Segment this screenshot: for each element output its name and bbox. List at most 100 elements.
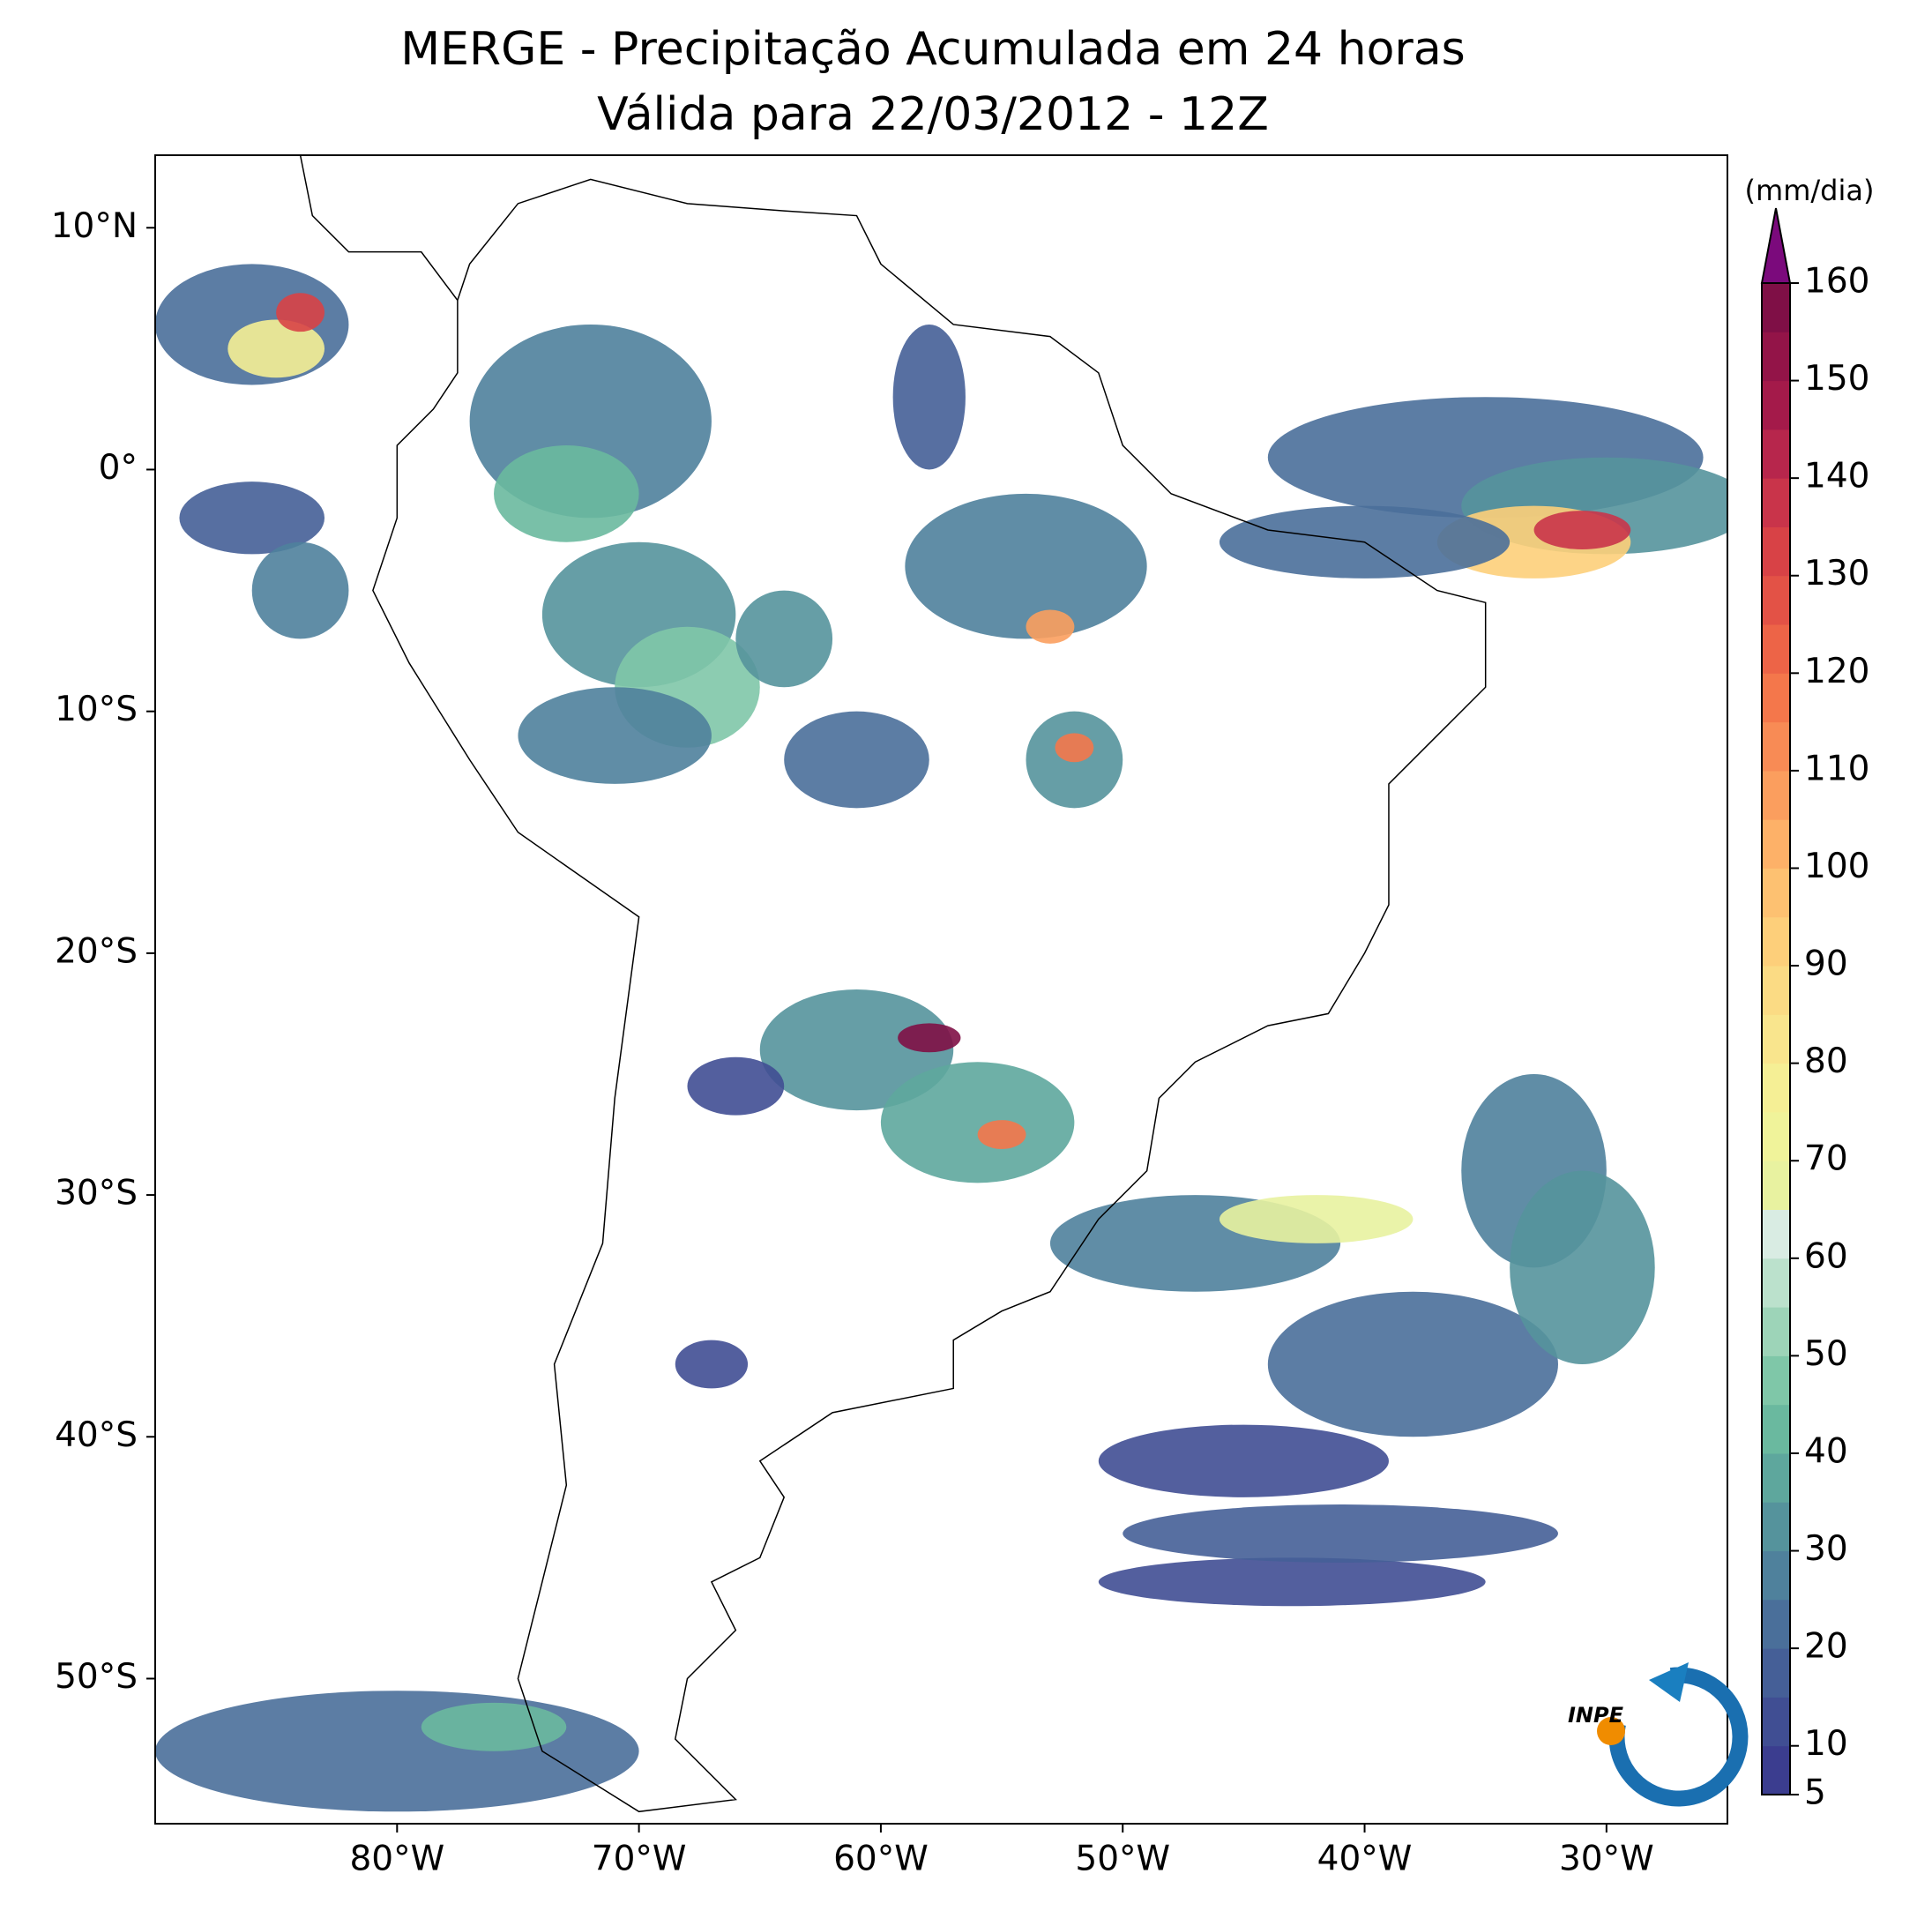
colorbar-extension [1760, 207, 1792, 284]
colorbar-segment [1762, 1452, 1790, 1503]
colorbar-tick-label: 110 [1804, 749, 1869, 788]
colorbar-tick-label: 120 [1804, 652, 1869, 691]
y-tick-label: 30°S [55, 1174, 138, 1213]
logo-arrow [1649, 1662, 1689, 1702]
precipitation-area [1510, 1170, 1655, 1365]
precipitation-area [494, 445, 639, 542]
precipitation-area [1098, 1557, 1486, 1607]
colorbar-tick-label: 10 [1804, 1724, 1848, 1764]
colorbar-segment [1762, 721, 1790, 772]
colorbar-tick-label: 90 [1804, 944, 1848, 984]
colorbar-segment [1762, 624, 1790, 674]
y-tick-label: 10°S [55, 690, 138, 729]
colorbar-segment [1762, 868, 1790, 918]
colorbar-segment [1762, 1209, 1790, 1259]
x-tick-label: 50°W [1075, 1840, 1170, 1879]
x-tick-label: 80°W [349, 1840, 444, 1879]
colorbar-tick-label: 80 [1804, 1041, 1848, 1081]
colorbar-tick-label: 140 [1804, 457, 1869, 496]
colorbar-segment [1762, 770, 1790, 820]
precipitation-area [898, 1023, 961, 1053]
x-tick-label: 70°W [592, 1840, 687, 1879]
logo-arc [1608, 1667, 1749, 1807]
colorbar-segment [1762, 1502, 1790, 1552]
coastline [299, 155, 1487, 1813]
colorbar-segment [1762, 1745, 1790, 1795]
colorbar-tick-label: 70 [1804, 1139, 1848, 1179]
colorbar-segment [1762, 1307, 1790, 1356]
colorbar-tick-label: 150 [1804, 359, 1869, 399]
precipitation-area [251, 541, 349, 639]
logo-text: INPE [1568, 1703, 1624, 1728]
precipitation-area [179, 481, 325, 555]
precipitation-area [1267, 1291, 1558, 1437]
precipitation-area [1098, 1424, 1389, 1497]
colorbar-tick-label: 30 [1804, 1529, 1848, 1569]
colorbar-frame [1761, 282, 1791, 1795]
x-tick-label: 30°W [1559, 1840, 1654, 1879]
colorbar-segment [1762, 1697, 1790, 1747]
y-tick-label: 40°S [55, 1415, 138, 1455]
colorbar-tick-label: 60 [1804, 1236, 1848, 1276]
colorbar-segment [1762, 1355, 1790, 1406]
precipitation-area [905, 493, 1147, 639]
precipitation-area [759, 989, 954, 1111]
colorbar-segment [1762, 1550, 1790, 1601]
colorbar-segment [1762, 526, 1790, 577]
title-line-2: Válida para 22/03/2012 - 12Z [597, 88, 1269, 141]
precipitation-area [675, 1340, 749, 1389]
x-tick-label: 60°W [833, 1840, 929, 1879]
map-area [155, 155, 1727, 1813]
precipitation-area [276, 293, 325, 332]
map-frame [154, 154, 1728, 1825]
y-tick-label: 50°S [55, 1657, 138, 1697]
colorbar-segment [1762, 819, 1790, 869]
precipitation-area [1533, 511, 1631, 549]
precipitation-area [687, 1056, 785, 1116]
colorbar-tick-label: 50 [1804, 1334, 1848, 1374]
colorbar-tick-label: 20 [1804, 1627, 1848, 1667]
title-line-1: MERGE - Precipitação Acumulada em 24 hor… [400, 23, 1466, 76]
colorbar-segment [1762, 429, 1790, 479]
colorbar-tick-label: 130 [1804, 554, 1869, 593]
colorbar-segment [1762, 478, 1790, 527]
colorbar-segment [1762, 1404, 1790, 1454]
colorbar-segment [1762, 1599, 1790, 1649]
precipitation-area [1219, 1195, 1414, 1243]
colorbar-segment [1762, 283, 1790, 332]
y-tick-label: 0° [99, 448, 138, 488]
colorbar-segment [1762, 1014, 1790, 1064]
precipitation-area [155, 1691, 639, 1812]
colorbar-segment [1762, 966, 1790, 1015]
precipitation-area [228, 319, 325, 378]
colorbar-segment [1762, 1161, 1790, 1211]
logo: INPE [1568, 1662, 1749, 1807]
colorbar-segment [1762, 1258, 1790, 1308]
colorbar-label: (mm/dia) [1745, 174, 1875, 207]
precipitation-area [1055, 733, 1094, 763]
colorbar-segment [1762, 916, 1790, 967]
colorbar-segment [1762, 1111, 1790, 1161]
precipitation-area [421, 1702, 567, 1751]
precipitation-area [880, 1062, 1075, 1183]
colorbar-tick-label: 100 [1804, 847, 1869, 886]
colorbar-segment [1762, 1648, 1790, 1698]
colorbar-tick-label: 5 [1804, 1773, 1826, 1813]
colorbar-segment [1762, 673, 1790, 723]
logo-dot [1597, 1717, 1625, 1745]
colorbar-segment [1762, 332, 1790, 382]
colorbar-tick-label: 40 [1804, 1431, 1848, 1471]
precipitation-area [784, 711, 929, 809]
precipitation-area [735, 590, 833, 688]
colorbar-segment [1762, 575, 1790, 625]
precipitation-area [1123, 1504, 1558, 1563]
precipitation-area [892, 324, 966, 470]
colorbar-segment [1762, 1063, 1790, 1113]
precipitation-area [1026, 609, 1075, 644]
y-tick-label: 20°S [55, 931, 138, 971]
precipitation-area [977, 1120, 1026, 1149]
precipitation-area [518, 687, 712, 784]
colorbar-segment [1762, 380, 1790, 430]
y-tick-label: 10°N [51, 206, 138, 246]
